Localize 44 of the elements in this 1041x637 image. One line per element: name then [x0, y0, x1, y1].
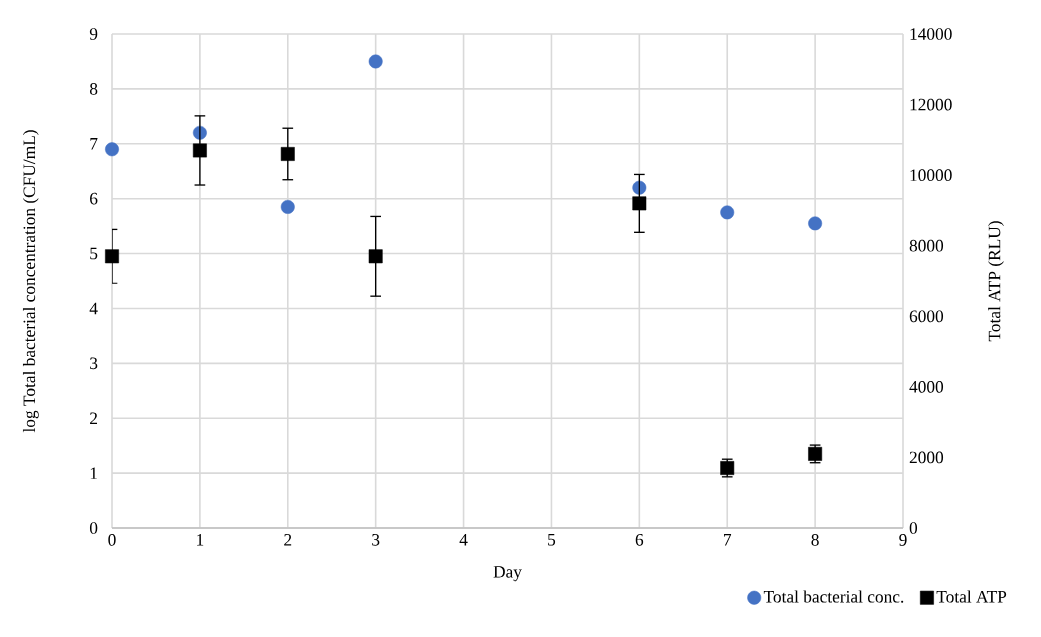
point: [368, 249, 383, 264]
y-tick-label: 6: [90, 192, 98, 205]
y2-tick-label: 4000: [909, 381, 944, 393]
y-tick-label: 2: [90, 412, 98, 424]
point: [720, 205, 735, 220]
y-axis-title: log Total bacterial concentration (CFU/mL): [22, 130, 39, 433]
point: [192, 143, 207, 158]
y-tick-label: 3: [90, 357, 98, 370]
legend-label: Total bacterial conc.: [763, 590, 904, 603]
point: [368, 54, 383, 69]
x-tick-label: 7: [724, 534, 732, 546]
x-tick-label: 5: [548, 534, 556, 546]
x-tick-label: 9: [899, 534, 907, 546]
x-tick-label: 2: [284, 534, 292, 546]
y-tick-label: 7: [90, 138, 98, 150]
y2-tick-label: 0: [909, 522, 918, 534]
point: [105, 142, 119, 157]
y2-tick-label: 12000: [910, 98, 952, 111]
legend-label: Total ATP: [936, 590, 1007, 603]
y-tick-label: 1: [90, 467, 97, 479]
x-tick-label: 0: [108, 534, 116, 546]
point: [808, 216, 823, 231]
y-tick-label: 5: [90, 247, 98, 260]
x-axis-title: Day: [493, 566, 522, 582]
point: [105, 249, 119, 264]
y2-tick-label: 10000: [910, 169, 952, 181]
y2-tick-label: 2000: [909, 451, 944, 464]
y2-axis-title: Total ATP (RLU): [988, 221, 1004, 342]
x-tick-label: 8: [811, 534, 819, 546]
y-tick-label: 9: [89, 28, 98, 40]
point: [632, 196, 647, 211]
y-tick-label: 8: [89, 83, 98, 95]
y-tick-label: 0: [89, 522, 98, 534]
x-tick-label: 3: [372, 534, 380, 546]
y2-tick-label: 8000: [909, 239, 944, 252]
y-tick-label: 4: [89, 302, 98, 315]
x-tick-label: 1: [197, 534, 204, 546]
point: [632, 180, 647, 195]
point: [280, 147, 295, 161]
x-tick-label: 4: [459, 534, 468, 546]
point: [280, 199, 295, 214]
y2-tick-label: 14000: [910, 28, 952, 40]
x-tick-label: 6: [635, 534, 644, 546]
y2-tick-label: 6000: [909, 310, 944, 323]
